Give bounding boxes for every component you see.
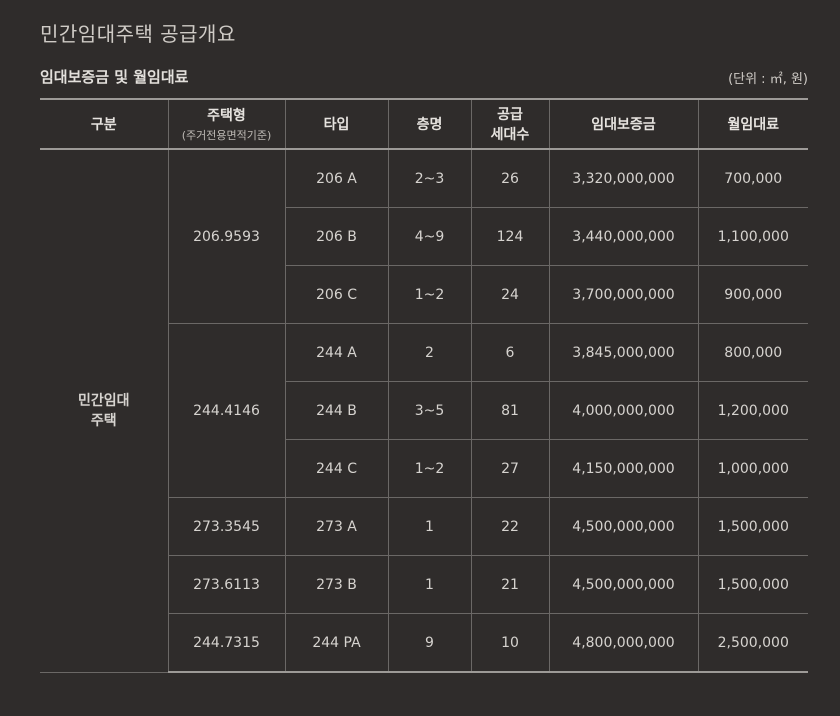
- type-cell: 273 A: [285, 497, 389, 556]
- rent-cell: 1,000,000: [698, 439, 808, 498]
- housing-type-cell: 244.4146: [168, 323, 286, 498]
- rent-cell: 900,000: [698, 265, 808, 324]
- section-subtitle: 임대보증금 및 월임대료: [40, 68, 189, 86]
- type-cell: 244 A: [285, 323, 389, 382]
- page-title: 민간임대주택 공급개요: [40, 22, 236, 46]
- header-units: 공급 세대수: [471, 98, 550, 150]
- header-gubun: 구분: [40, 98, 169, 150]
- housing-type-cell: 206.9593: [168, 149, 286, 324]
- rent-cell: 700,000: [698, 149, 808, 208]
- table-row: 244 C 1~2 27 4,150,000,000 1,000,000: [40, 439, 808, 498]
- floors-cell: 3~5: [388, 381, 472, 440]
- units-cell: 124: [471, 207, 550, 266]
- rent-cell: 1,500,000: [698, 497, 808, 556]
- units-cell: 26: [471, 149, 550, 208]
- units-cell: 21: [471, 555, 550, 614]
- housing-type-cell: 273.6113: [168, 555, 286, 614]
- category-line1: 민간임대: [77, 392, 130, 409]
- header-row: 구분 주택형 (주거전용면적기준) 타입 층명 공급 세대수 임대보증금 월임대…: [40, 98, 808, 150]
- floors-cell: 2: [388, 323, 472, 382]
- category-cell: 민간임대 주택: [40, 149, 169, 673]
- floors-cell: 1~2: [388, 265, 472, 324]
- type-cell: 206 C: [285, 265, 389, 324]
- supply-table: 구분 주택형 (주거전용면적기준) 타입 층명 공급 세대수 임대보증금 월임대…: [40, 98, 808, 673]
- deposit-cell: 4,150,000,000: [549, 439, 699, 498]
- units-cell: 24: [471, 265, 550, 324]
- header-units-line2: 세대수: [490, 127, 530, 143]
- table-row: 206 B 4~9 124 3,440,000,000 1,100,000: [40, 207, 808, 266]
- table-row: 244.4146 244 A 2 6 3,845,000,000 800,000: [40, 323, 808, 498]
- deposit-cell: 4,800,000,000: [549, 613, 699, 673]
- header-monthly-rent: 월임대료: [698, 98, 808, 150]
- deposit-cell: 3,320,000,000: [549, 149, 699, 208]
- header-units-line1: 공급: [497, 107, 523, 123]
- deposit-cell: 3,845,000,000: [549, 323, 699, 382]
- units-cell: 27: [471, 439, 550, 498]
- header-housing-type: 주택형 (주거전용면적기준): [168, 98, 286, 150]
- deposit-cell: 4,500,000,000: [549, 497, 699, 556]
- floors-cell: 9: [388, 613, 472, 673]
- floors-cell: 1: [388, 555, 472, 614]
- header-floors: 층명: [388, 98, 472, 150]
- units-cell: 6: [471, 323, 550, 382]
- deposit-cell: 4,500,000,000: [549, 555, 699, 614]
- type-cell: 206 A: [285, 149, 389, 208]
- rent-cell: 800,000: [698, 323, 808, 382]
- floors-cell: 2~3: [388, 149, 472, 208]
- deposit-cell: 4,000,000,000: [549, 381, 699, 440]
- deposit-cell: 3,440,000,000: [549, 207, 699, 266]
- rent-cell: 1,100,000: [698, 207, 808, 266]
- floors-cell: 1~2: [388, 439, 472, 498]
- category-line2: 주택: [90, 412, 117, 429]
- header-deposit: 임대보증금: [549, 98, 699, 150]
- header-housing-type-sub: (주거전용면적기준): [181, 129, 272, 142]
- deposit-cell: 3,700,000,000: [549, 265, 699, 324]
- table-row: 민간임대 주택 206.9593 206 A 2~3 26 3,320,000,…: [40, 149, 808, 673]
- floors-cell: 1: [388, 497, 472, 556]
- units-cell: 10: [471, 613, 550, 673]
- floors-cell: 4~9: [388, 207, 472, 266]
- unit-note: (단위 : ㎡, 원): [728, 72, 808, 87]
- table-row: 273.3545 273 A 1 22 4,500,000,000 1,500,…: [40, 497, 808, 556]
- type-cell: 244 B: [285, 381, 389, 440]
- header-type: 타입: [285, 98, 389, 150]
- table-row: 273.6113 273 B 1 21 4,500,000,000 1,500,…: [40, 555, 808, 614]
- rent-cell: 1,200,000: [698, 381, 808, 440]
- header-housing-type-label: 주택형: [207, 108, 246, 124]
- rent-cell: 2,500,000: [698, 613, 808, 673]
- housing-type-cell: 273.3545: [168, 497, 286, 556]
- type-cell: 273 B: [285, 555, 389, 614]
- housing-type-cell: 244.7315: [168, 613, 286, 673]
- table-row: 244 B 3~5 81 4,000,000,000 1,200,000: [40, 381, 808, 440]
- type-cell: 244 C: [285, 439, 389, 498]
- table-row: 244.7315 244 PA 9 10 4,800,000,000 2,500…: [40, 613, 808, 673]
- units-cell: 22: [471, 497, 550, 556]
- units-cell: 81: [471, 381, 550, 440]
- type-cell: 206 B: [285, 207, 389, 266]
- type-cell: 244 PA: [285, 613, 389, 673]
- rent-cell: 1,500,000: [698, 555, 808, 614]
- table-row: 206 C 1~2 24 3,700,000,000 900,000: [40, 265, 808, 324]
